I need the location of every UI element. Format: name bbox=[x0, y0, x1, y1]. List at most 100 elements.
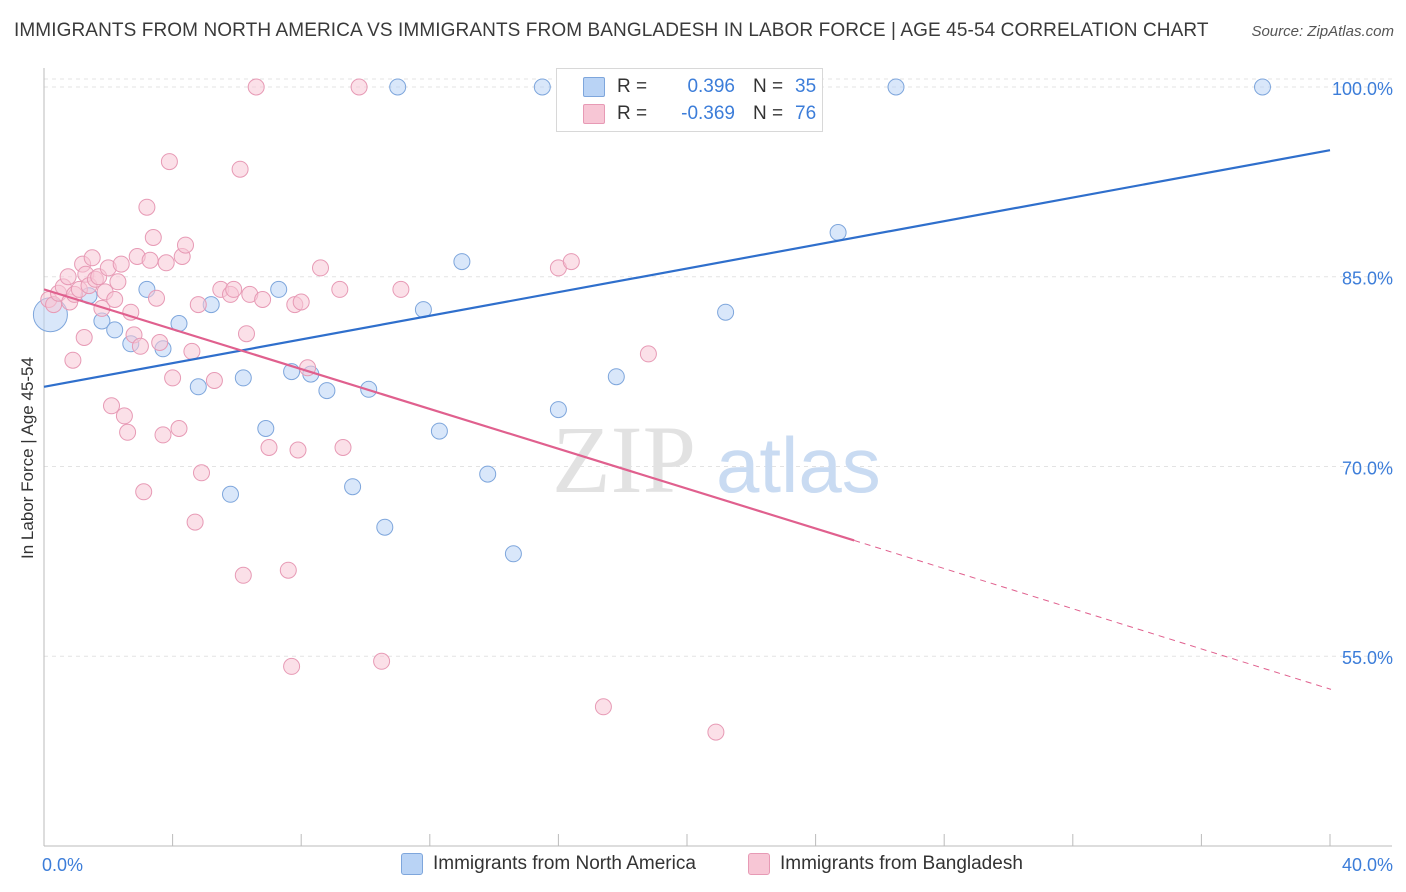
point-bangladesh bbox=[75, 329, 93, 346]
point-north-america bbox=[270, 280, 288, 298]
point-north-america bbox=[389, 78, 407, 96]
legend-swatch-bangladesh bbox=[583, 104, 605, 124]
point-bangladesh bbox=[141, 251, 159, 269]
point-bangladesh bbox=[289, 441, 307, 459]
point-bangladesh bbox=[64, 351, 82, 369]
point-bangladesh bbox=[186, 513, 204, 531]
legend-n-value: 35 bbox=[795, 76, 817, 97]
point-bangladesh bbox=[594, 698, 612, 716]
point-north-america bbox=[717, 303, 735, 321]
legend-row-bangladesh: R = -0.369 N = 76 bbox=[557, 101, 816, 127]
point-bangladesh bbox=[154, 426, 172, 444]
chart-title: IMMIGRANTS FROM NORTH AMERICA VS IMMIGRA… bbox=[14, 20, 1209, 41]
point-bangladesh bbox=[292, 293, 310, 311]
legend-r-label: R = bbox=[617, 103, 648, 124]
legend-r-label: R = bbox=[617, 76, 648, 97]
watermark-zip: ZIP bbox=[552, 406, 696, 513]
point-bangladesh bbox=[231, 160, 249, 178]
point-north-america bbox=[1254, 78, 1271, 96]
point-bangladesh bbox=[106, 291, 124, 308]
bottom-legend-north-america[interactable]: Immigrants from North America bbox=[401, 851, 696, 877]
legend-n-value: 76 bbox=[795, 103, 817, 124]
point-bangladesh bbox=[164, 369, 182, 387]
bottom-legend-bangladesh[interactable]: Immigrants from Bangladesh bbox=[748, 851, 1023, 877]
point-north-america bbox=[453, 253, 471, 271]
point-bangladesh bbox=[392, 280, 410, 298]
point-bangladesh bbox=[103, 397, 120, 415]
legend-r-value: 0.396 bbox=[687, 76, 735, 97]
y-axis-label: In Labor Force | Age 45-54 bbox=[18, 357, 37, 559]
point-north-america bbox=[344, 478, 362, 496]
point-bangladesh bbox=[160, 153, 178, 171]
point-bangladesh bbox=[225, 280, 243, 298]
trend-line-bangladesh bbox=[43, 288, 855, 542]
legend-row-north-america: R = 0.396 N = 35 bbox=[557, 74, 816, 100]
point-bangladesh bbox=[157, 254, 175, 272]
bottom-legend-swatch bbox=[401, 853, 423, 875]
point-north-america bbox=[549, 401, 567, 419]
watermark-atlas: atlas bbox=[716, 421, 881, 509]
point-north-america bbox=[887, 78, 905, 96]
point-bangladesh bbox=[331, 280, 349, 298]
legend-n-label: N = bbox=[753, 103, 784, 124]
point-bangladesh bbox=[350, 78, 368, 96]
point-bangladesh bbox=[247, 78, 265, 96]
point-bangladesh bbox=[283, 657, 301, 675]
point-bangladesh bbox=[131, 337, 149, 355]
watermark: ZIP atlas bbox=[552, 406, 881, 513]
legend-r-value: -0.369 bbox=[681, 103, 735, 124]
point-bangladesh bbox=[122, 303, 140, 321]
point-bangladesh bbox=[115, 407, 133, 425]
x-tick-label: 0.0% bbox=[42, 855, 83, 875]
point-bangladesh bbox=[183, 342, 201, 360]
point-north-america bbox=[504, 545, 522, 563]
point-north-america bbox=[376, 518, 394, 536]
point-bangladesh bbox=[112, 255, 130, 273]
point-north-america bbox=[318, 382, 336, 400]
point-north-america bbox=[257, 420, 275, 437]
chart-source: Source: ZipAtlas.com bbox=[1251, 23, 1394, 40]
bottom-legend-label: Immigrants from Bangladesh bbox=[780, 853, 1023, 874]
point-bangladesh bbox=[109, 273, 127, 291]
point-north-america bbox=[430, 422, 448, 440]
correlation-legend: R = 0.396 N = 35 R = -0.369 N = 76 bbox=[556, 68, 823, 132]
bottom-legend-label: Immigrants from North America bbox=[433, 853, 696, 874]
point-bangladesh bbox=[234, 566, 252, 584]
trend-lines bbox=[43, 149, 1332, 690]
y-tick-label: 70.0% bbox=[1342, 458, 1393, 478]
point-bangladesh bbox=[151, 334, 169, 351]
trend-line-north-america bbox=[43, 149, 1331, 388]
y-tick-label: 55.0% bbox=[1342, 648, 1393, 668]
point-north-america bbox=[234, 369, 252, 387]
point-bangladesh bbox=[254, 291, 272, 308]
point-bangladesh bbox=[135, 483, 153, 501]
point-north-america bbox=[533, 78, 551, 96]
point-bangladesh bbox=[189, 296, 207, 314]
point-north-america bbox=[189, 378, 207, 396]
point-bangladesh bbox=[238, 325, 255, 343]
data-points bbox=[32, 78, 1271, 741]
trend-line-bangladesh-extension bbox=[854, 539, 1332, 690]
point-bangladesh bbox=[119, 423, 137, 441]
legend-swatch-north-america bbox=[583, 77, 605, 97]
y-tick-label: 85.0% bbox=[1342, 269, 1393, 289]
point-bangladesh bbox=[639, 345, 657, 363]
point-bangladesh bbox=[193, 464, 210, 482]
point-bangladesh bbox=[707, 723, 725, 741]
point-bangladesh bbox=[562, 253, 580, 271]
point-bangladesh bbox=[144, 229, 162, 246]
point-bangladesh bbox=[83, 249, 101, 267]
point-bangladesh bbox=[170, 420, 188, 437]
point-north-america bbox=[222, 485, 239, 503]
point-bangladesh bbox=[334, 439, 352, 456]
bottom-legend-swatch bbox=[748, 853, 770, 875]
point-bangladesh bbox=[205, 372, 223, 389]
point-bangladesh bbox=[59, 268, 77, 286]
axes bbox=[43, 68, 1392, 847]
point-bangladesh bbox=[148, 289, 165, 307]
legend-n-label: N = bbox=[753, 76, 784, 97]
y-tick-label: 100.0% bbox=[1332, 79, 1393, 99]
point-bangladesh bbox=[260, 439, 278, 456]
x-tick-label: 40.0% bbox=[1342, 855, 1393, 875]
